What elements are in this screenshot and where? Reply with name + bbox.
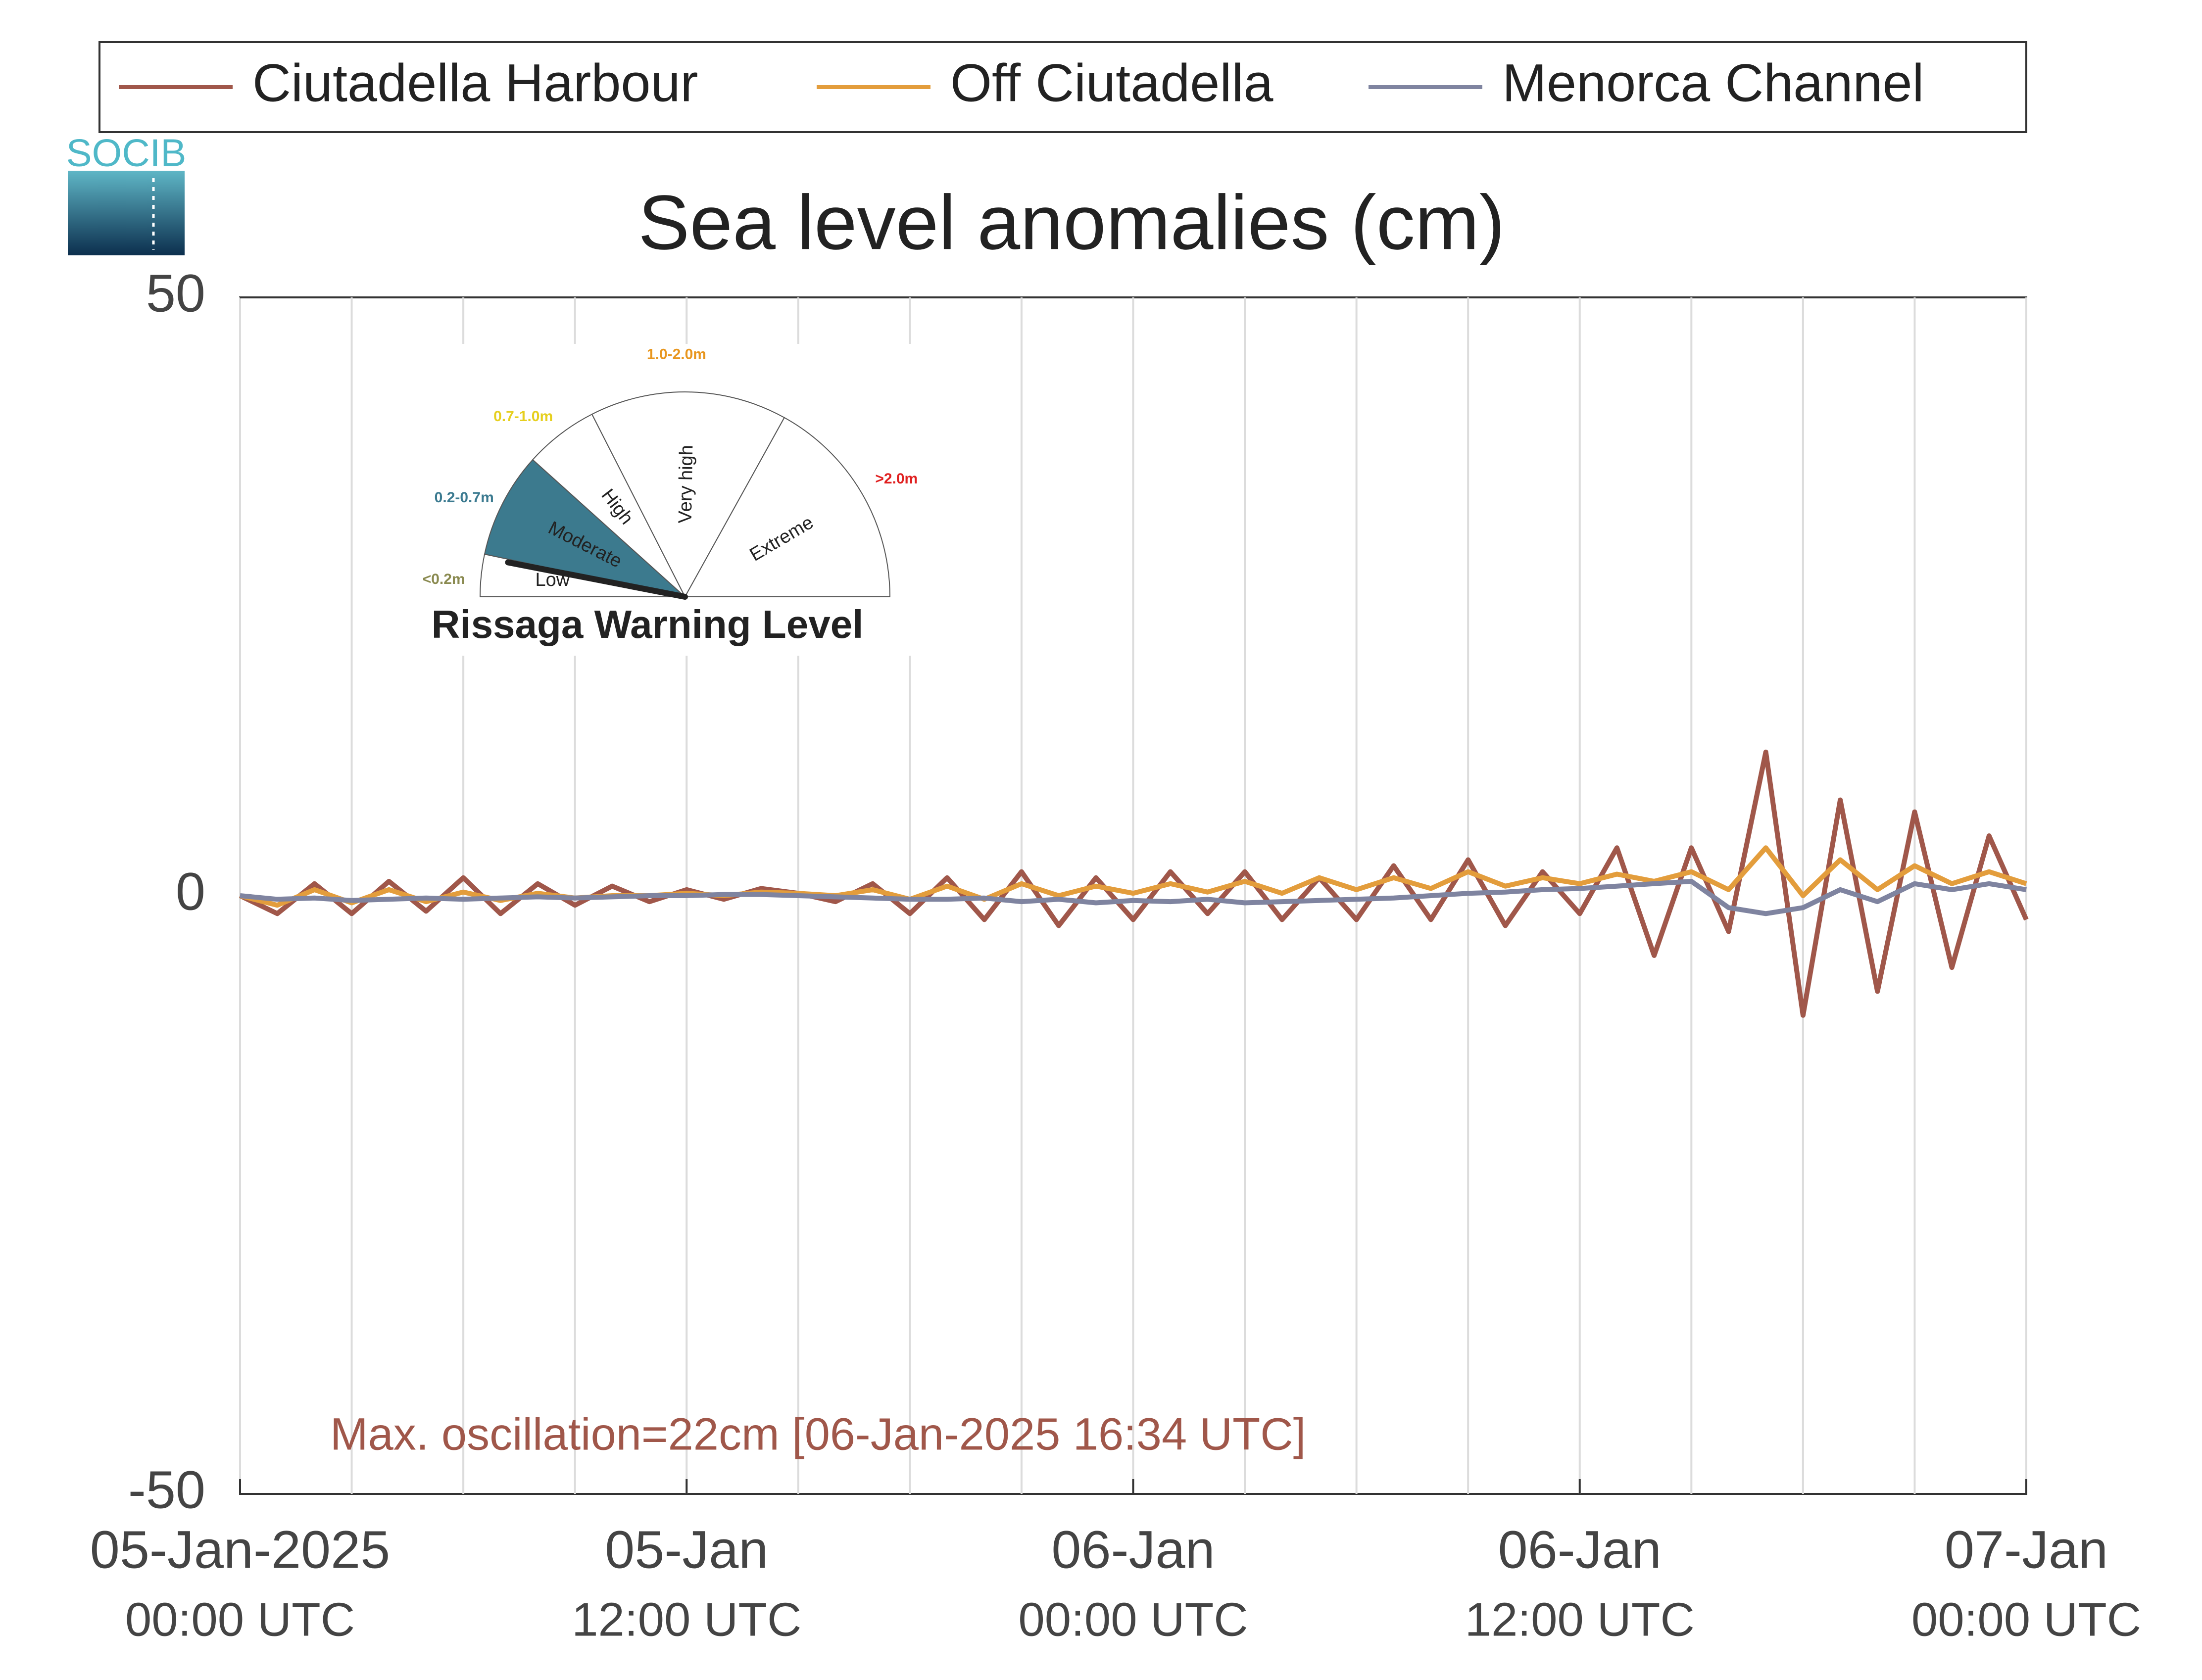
y-tick-label: 0 (176, 862, 205, 921)
gauge-needle (505, 559, 688, 600)
gauge-range: <0.2m (423, 571, 465, 587)
series-line (240, 879, 2027, 916)
x-tick-label: 06-Jan (1498, 1520, 1662, 1580)
gauge-range: 1.0-2.0m (647, 346, 706, 363)
gauge-level: Very high (675, 445, 697, 524)
series-line (239, 749, 2029, 1018)
y-tick-label: 50 (146, 263, 205, 323)
gauge-sector (484, 459, 687, 598)
y-tick-label: -50 (128, 1460, 205, 1520)
gauge-range: 0.2-0.7m (435, 489, 494, 506)
legend-label: Menorca Channel (1502, 53, 1924, 113)
x-tick-label-time: 00:00 UTC (1911, 1593, 2141, 1646)
x-tick-label-time: 00:00 UTC (125, 1593, 355, 1646)
legend-box (98, 41, 2027, 133)
x-tick-label: 05-Jan-2025 (90, 1520, 390, 1580)
gauge-sector (532, 413, 685, 597)
chart-title: Sea level anomalies (cm) (638, 180, 1505, 266)
x-tick-label-time: 00:00 UTC (1018, 1593, 1248, 1646)
inset-title: Rissaga Warning Level (432, 602, 864, 646)
gauge-sector (591, 391, 785, 598)
gauge-sector (684, 417, 891, 597)
annotation: Max. oscillation=22cm [06-Jan-2025 16:34… (330, 1409, 1306, 1459)
legend-label: Ciutadella Harbour (252, 53, 698, 113)
gauge-range: >2.0m (875, 471, 918, 487)
x-tick-label-time: 12:00 UTC (572, 1593, 801, 1646)
x-tick-label: 07-Jan (1945, 1520, 2108, 1580)
x-tick-label-time: 12:00 UTC (1465, 1593, 1695, 1646)
legend-label: Off Ciutadella (950, 53, 1273, 113)
gauge-range: 0.7-1.0m (493, 408, 553, 425)
x-tick-label: 05-Jan (605, 1520, 768, 1580)
logo-text: SOCIB (66, 131, 187, 175)
logo-mark (68, 171, 185, 255)
x-tick-label: 06-Jan (1051, 1520, 1215, 1580)
series-line (239, 845, 2027, 908)
